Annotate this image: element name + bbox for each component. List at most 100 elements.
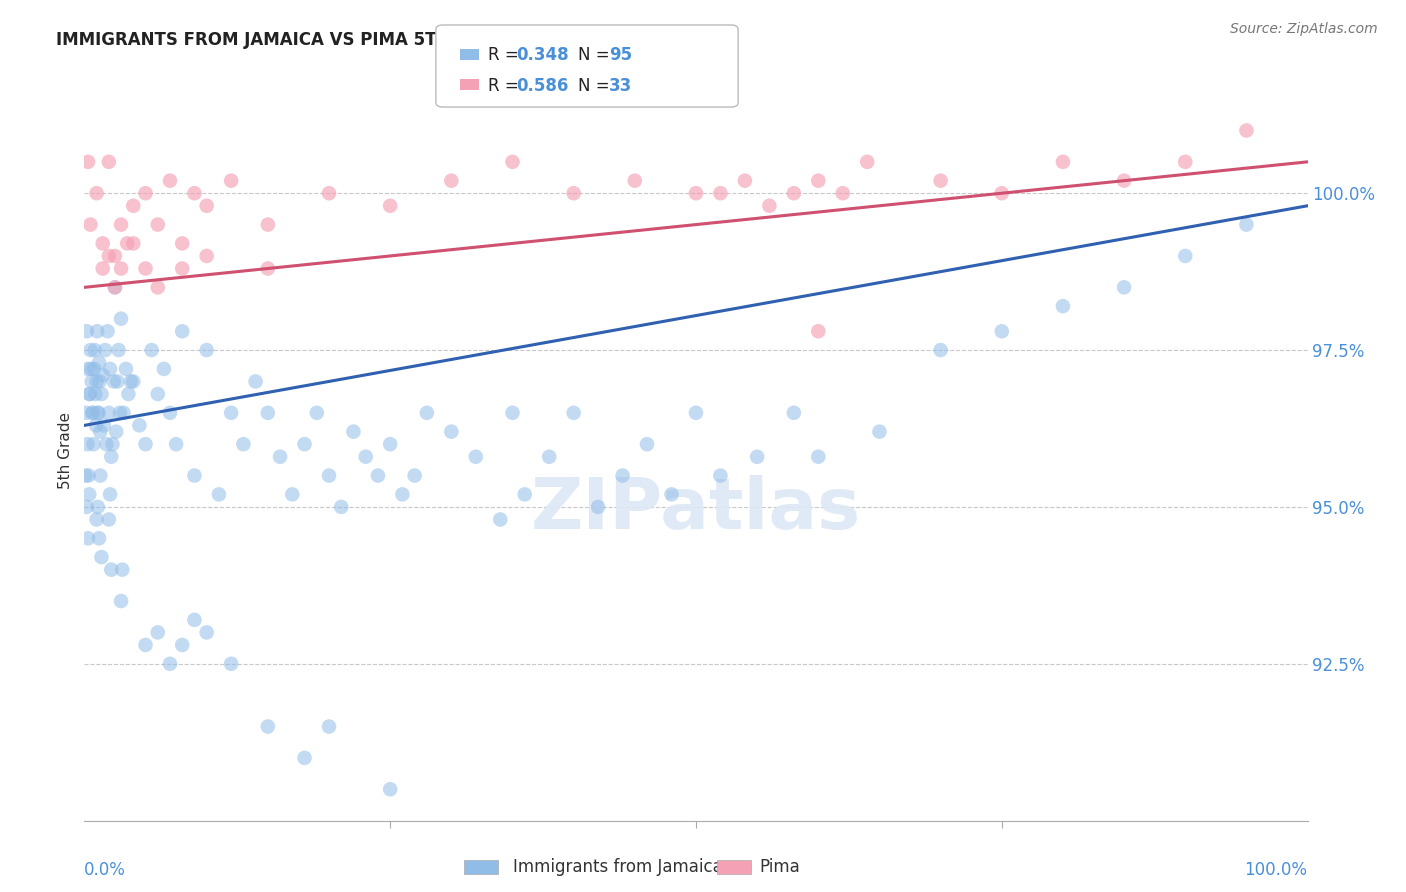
Point — [257, 719, 280, 733]
Point — [128, 418, 150, 433]
Point — [380, 782, 402, 797]
Point — [257, 261, 280, 276]
Point — [104, 280, 127, 294]
Point — [122, 375, 145, 389]
Point — [122, 236, 145, 251]
Text: 95: 95 — [609, 46, 631, 64]
Point — [104, 249, 127, 263]
Point — [404, 468, 426, 483]
Point — [97, 324, 120, 338]
Point — [747, 450, 769, 464]
Point — [77, 154, 100, 169]
Text: N =: N = — [578, 77, 614, 95]
Point — [100, 450, 122, 464]
Point — [75, 406, 97, 420]
Point — [929, 343, 952, 357]
Point — [1114, 174, 1136, 188]
Point — [135, 186, 157, 201]
Text: 100.0%: 100.0% — [1244, 862, 1308, 880]
Point — [305, 406, 328, 420]
Point — [97, 406, 120, 420]
Point — [103, 375, 125, 389]
Text: 33: 33 — [609, 77, 633, 95]
Point — [464, 450, 486, 464]
Point — [117, 387, 139, 401]
Point — [257, 406, 280, 420]
Point — [1236, 218, 1258, 232]
Point — [219, 406, 242, 420]
Point — [807, 174, 830, 188]
Point — [172, 236, 194, 251]
Point — [83, 362, 105, 376]
Point — [135, 437, 157, 451]
Point — [1052, 299, 1074, 313]
Point — [195, 249, 218, 263]
Point — [661, 487, 683, 501]
Point — [105, 375, 128, 389]
Point — [111, 563, 134, 577]
Text: Pima: Pima — [759, 858, 800, 876]
Text: IMMIGRANTS FROM JAMAICA VS PIMA 5TH GRADE CORRELATION CHART: IMMIGRANTS FROM JAMAICA VS PIMA 5TH GRAD… — [56, 31, 725, 49]
Point — [135, 261, 157, 276]
Point — [97, 154, 120, 169]
Point — [367, 468, 389, 483]
Y-axis label: 5th Grade: 5th Grade — [58, 412, 73, 489]
Point — [183, 468, 205, 483]
Point — [79, 343, 101, 357]
Point — [82, 406, 104, 420]
Point — [391, 487, 413, 501]
Point — [110, 311, 132, 326]
Point — [232, 437, 254, 451]
Point — [77, 531, 100, 545]
Point — [318, 186, 340, 201]
Point — [77, 387, 100, 401]
Point — [98, 487, 121, 501]
Point — [86, 512, 108, 526]
Point — [83, 343, 105, 357]
Point — [98, 362, 121, 376]
Point — [257, 218, 280, 232]
Point — [165, 437, 187, 451]
Point — [110, 261, 132, 276]
Point — [783, 186, 806, 201]
Point — [79, 387, 101, 401]
Point — [195, 199, 218, 213]
Point — [208, 487, 231, 501]
Point — [87, 406, 110, 420]
Point — [75, 468, 97, 483]
Point — [380, 199, 402, 213]
Point — [513, 487, 536, 501]
Point — [105, 425, 128, 439]
Point — [612, 468, 634, 483]
Point — [1174, 249, 1197, 263]
Text: 0.348: 0.348 — [516, 46, 568, 64]
Point — [112, 406, 135, 420]
Point — [87, 406, 110, 420]
Point — [135, 638, 157, 652]
Point — [734, 174, 756, 188]
Point — [354, 450, 377, 464]
Point — [89, 425, 111, 439]
Point — [869, 425, 891, 439]
Text: Immigrants from Jamaica: Immigrants from Jamaica — [513, 858, 723, 876]
Point — [269, 450, 291, 464]
Point — [83, 437, 105, 451]
Point — [97, 249, 120, 263]
Point — [1174, 154, 1197, 169]
Text: 0.0%: 0.0% — [84, 862, 127, 880]
Point — [146, 218, 169, 232]
Point — [115, 362, 138, 376]
Point — [90, 387, 112, 401]
Point — [91, 236, 114, 251]
Point — [104, 280, 127, 294]
Point — [146, 625, 169, 640]
Point — [318, 719, 340, 733]
Point — [330, 500, 353, 514]
Point — [709, 468, 731, 483]
Point — [685, 186, 707, 201]
Point — [562, 186, 585, 201]
Text: R =: R = — [488, 46, 524, 64]
Point — [538, 450, 561, 464]
Point — [86, 375, 108, 389]
Point — [159, 406, 181, 420]
